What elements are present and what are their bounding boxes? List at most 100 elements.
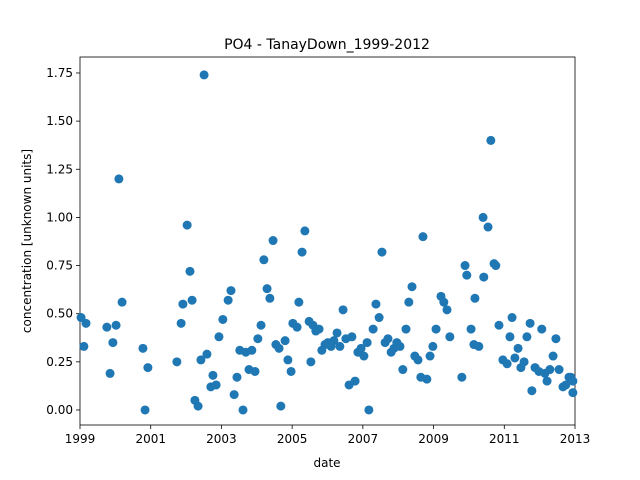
point <box>479 272 489 282</box>
point <box>418 232 428 242</box>
x-tick-label: 2013 <box>560 432 591 446</box>
point <box>294 297 304 307</box>
point <box>111 320 121 330</box>
point <box>422 374 432 384</box>
x-tick-label: 2001 <box>135 432 166 446</box>
point <box>568 388 578 398</box>
point <box>178 299 188 309</box>
point <box>300 226 310 236</box>
point <box>250 366 260 376</box>
point <box>214 332 224 342</box>
point <box>457 372 467 382</box>
point <box>176 318 186 328</box>
point <box>502 359 512 369</box>
x-tick-label: 2005 <box>277 432 308 446</box>
point <box>199 70 209 80</box>
point <box>364 405 374 415</box>
point <box>292 322 302 332</box>
point <box>140 405 150 415</box>
point <box>143 363 153 373</box>
point <box>510 353 520 363</box>
point <box>362 338 372 348</box>
point <box>297 247 307 257</box>
x-axis-label: date <box>313 456 340 470</box>
point <box>238 405 248 415</box>
point <box>554 365 564 375</box>
point <box>507 313 517 323</box>
point <box>377 247 387 257</box>
point <box>537 324 547 334</box>
y-tick-label: 1.50 <box>46 114 73 128</box>
point <box>187 295 197 305</box>
point <box>265 293 275 303</box>
point <box>350 376 360 386</box>
point <box>478 212 488 222</box>
point <box>491 261 501 271</box>
point <box>247 345 257 355</box>
point <box>306 357 316 367</box>
point <box>226 286 236 296</box>
y-tick-label: 0.50 <box>46 307 73 321</box>
x-tick-label: 2007 <box>348 432 379 446</box>
point <box>274 343 284 353</box>
point <box>81 318 91 328</box>
point <box>442 305 452 315</box>
point <box>229 390 239 400</box>
point <box>185 266 195 276</box>
point <box>462 270 472 280</box>
point <box>196 355 206 365</box>
point <box>445 332 455 342</box>
point <box>208 370 218 380</box>
point <box>202 349 212 359</box>
plot-frame <box>79 56 576 426</box>
point <box>211 380 221 390</box>
point <box>551 334 561 344</box>
y-tick-label: 1.25 <box>46 162 73 176</box>
point <box>223 295 233 305</box>
point <box>105 368 115 378</box>
point <box>268 236 278 246</box>
point <box>314 324 324 334</box>
point <box>404 297 414 307</box>
x-tick-label: 2003 <box>206 432 237 446</box>
point <box>108 338 118 348</box>
point <box>407 282 417 292</box>
point <box>561 380 571 390</box>
point <box>568 376 578 386</box>
point <box>494 320 504 330</box>
point <box>470 293 480 303</box>
point <box>374 313 384 323</box>
point <box>483 222 493 232</box>
point <box>79 341 89 351</box>
point <box>193 401 203 411</box>
point <box>117 297 127 307</box>
point <box>513 343 523 353</box>
point <box>259 255 269 265</box>
point <box>335 341 345 351</box>
point <box>460 261 470 271</box>
point <box>138 343 148 353</box>
point <box>256 320 266 330</box>
point <box>519 357 529 367</box>
point <box>359 351 369 361</box>
point <box>262 284 272 294</box>
point <box>522 332 532 342</box>
y-tick-label: 0.00 <box>46 403 73 417</box>
y-tick-label: 1.75 <box>46 66 73 80</box>
point <box>439 297 449 307</box>
point <box>329 336 339 346</box>
point <box>545 365 555 375</box>
point <box>218 314 228 324</box>
x-tick-label: 2009 <box>418 432 449 446</box>
point <box>102 322 112 332</box>
point <box>431 324 441 334</box>
y-tick-label: 1.00 <box>46 210 73 224</box>
point <box>332 328 342 338</box>
point <box>542 376 552 386</box>
x-tick-label: 2011 <box>489 432 520 446</box>
point <box>486 135 496 145</box>
chart-title: PO4 - TanayDown_1999-2012 <box>224 37 430 53</box>
point <box>280 336 290 346</box>
